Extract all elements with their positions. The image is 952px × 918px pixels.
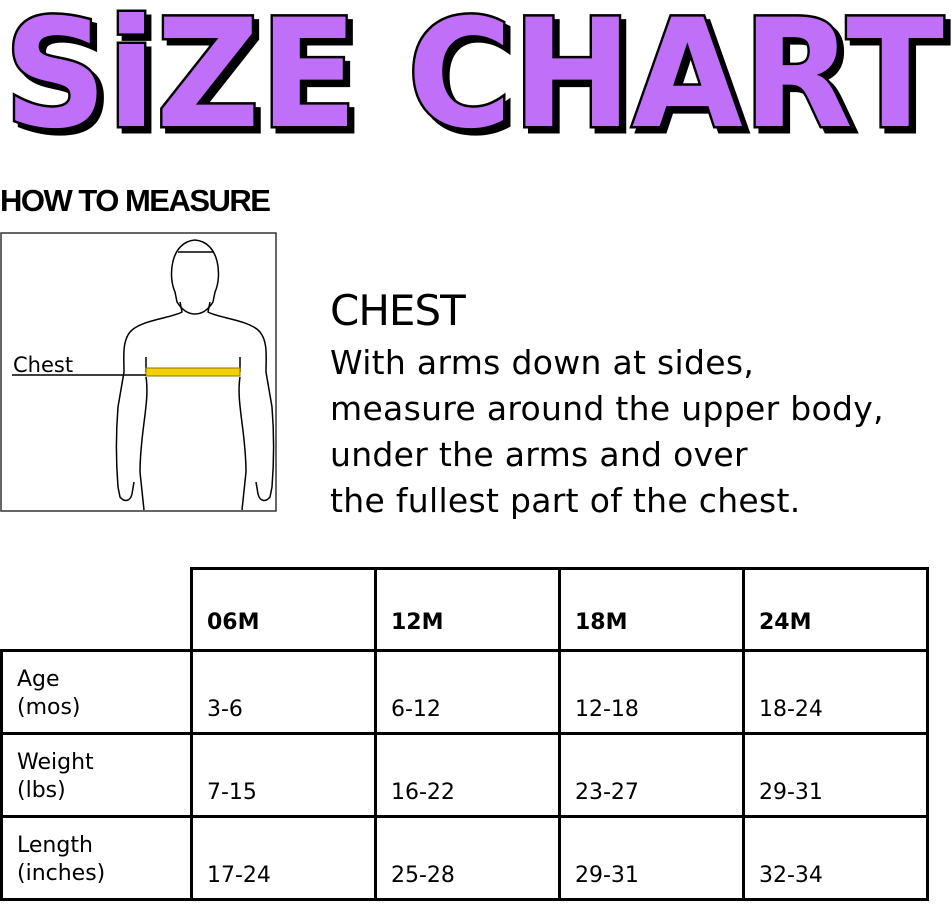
column-header: 24M [742, 567, 929, 652]
table-header-row: 06M 12M 18M 24M [1, 567, 929, 652]
chest-heading: CHEST [330, 286, 466, 335]
row-label-unit: (mos) [17, 695, 81, 720]
table-cell: 32-34 [742, 815, 929, 901]
table-cell: 7-15 [190, 732, 377, 818]
table-cell: 25-28 [374, 815, 561, 901]
column-header: 06M [190, 567, 377, 652]
instruction-line: the fullest part of the chest. [330, 481, 801, 520]
column-header: 12M [374, 567, 561, 652]
size-table: 06M 12M 18M 24M Age (mos) 3-6 6-12 12-18 … [0, 567, 929, 901]
chest-measure-figure: Chest [0, 232, 277, 512]
table-row: Age (mos) 3-6 6-12 12-18 18-24 [0, 649, 929, 735]
table-cell: 6-12 [374, 649, 561, 735]
instruction-line: under the arms and over [330, 435, 748, 474]
table-cell: 29-31 [742, 732, 929, 818]
table-cell: 29-31 [558, 815, 745, 901]
table-cell: 18-24 [742, 649, 929, 735]
how-to-measure-heading: HOW TO MEASURE [0, 183, 271, 218]
chest-instructions: With arms down at sides, measure around … [330, 340, 884, 524]
chest-figure-label: Chest [13, 353, 73, 377]
row-label: Length (inches) [0, 815, 193, 901]
table-cell: 16-22 [374, 732, 561, 818]
table-cell: 17-24 [190, 815, 377, 901]
row-label-line: Length [17, 833, 93, 858]
row-label-line: Weight [17, 750, 94, 775]
table-row: Length (inches) 17-24 25-28 29-31 32-34 [0, 815, 929, 901]
table-row: Weight (lbs) 7-15 16-22 23-27 29-31 [0, 732, 929, 818]
row-label-unit: (inches) [17, 861, 106, 886]
row-label-unit: (lbs) [17, 778, 66, 803]
row-label: Age (mos) [0, 649, 193, 735]
table-cell: 23-27 [558, 732, 745, 818]
row-label: Weight (lbs) [0, 732, 193, 818]
title-text: SiZE CHART [4, 0, 944, 145]
instruction-line: measure around the upper body, [330, 389, 884, 428]
row-label-line: Age [17, 667, 60, 692]
column-header: 18M [558, 567, 745, 652]
table-cell: 12-18 [558, 649, 745, 735]
instruction-line: With arms down at sides, [330, 343, 755, 382]
size-chart-title-logo: SiZE CHART [2, 0, 947, 145]
empty-corner-cell [1, 568, 193, 652]
table-cell: 3-6 [190, 649, 377, 735]
